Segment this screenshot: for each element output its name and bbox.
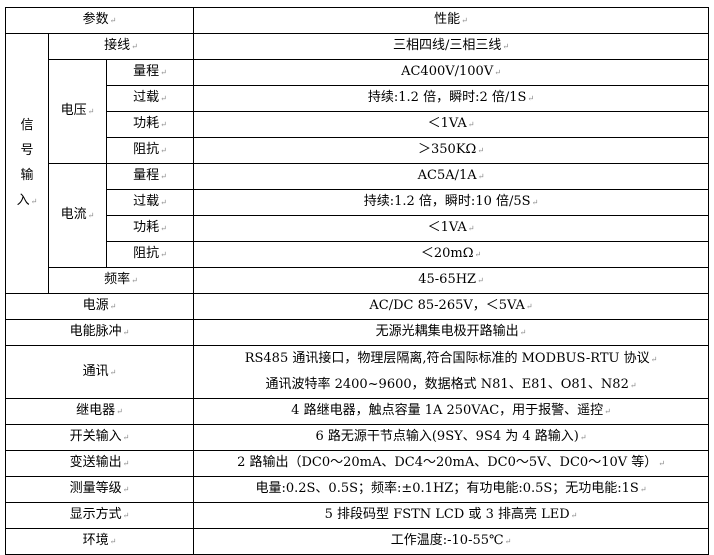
row-label: 通讯: [4, 345, 195, 399]
label-char: 信: [20, 118, 34, 133]
param-label: 量程: [105, 163, 195, 190]
row-value: 6 路无源干节点输入(9SY、9S4 为 4 路输入): [193, 424, 709, 451]
table-row: 电源 AC/DC 85-265V，＜5VA: [4, 293, 709, 320]
table-row: 通讯 RS485 通讯接口，物理层隔离,符合国际标准的 MODBUS-RTU 协…: [4, 345, 709, 399]
row-value-line: RS485 通讯接口，物理层隔离,符合国际标准的 MODBUS-RTU 协议: [194, 346, 708, 372]
param-value: ＜1VA: [193, 111, 709, 138]
wiring-label: 接线: [47, 33, 195, 60]
table-row: 电压 量程 AC400V/100V: [6, 59, 709, 164]
label-char: 入: [6, 188, 48, 214]
wiring-value: 三相四线/三相三线: [193, 33, 709, 60]
current-label: 电流: [48, 163, 107, 268]
table-row: 开关输入 6 路无源干节点输入(9SY、9S4 为 4 路输入): [4, 424, 709, 451]
table-row: 信 号 输 入 接线 三相四线/三相三线: [5, 33, 709, 294]
param-label: 阻抗: [105, 241, 195, 268]
param-label: 过载: [105, 85, 195, 112]
param-value: 持续:1.2 倍，瞬时:10 倍/5S: [193, 189, 709, 216]
param-value: ＞350KΩ: [193, 137, 709, 164]
table-row: 电能脉冲 无源光耦集电极开路输出: [4, 319, 709, 346]
table-row: 功耗 ＜1VA: [6, 215, 709, 242]
row-value: 2 路输出（DC0～20mA、DC4～20mA、DC0～5V、DC0～10V 等…: [193, 450, 709, 477]
param-label: 量程: [105, 59, 195, 86]
row-value: 工作温度:-10-55℃: [193, 528, 709, 555]
row-value: AC/DC 85-265V，＜5VA: [193, 293, 709, 320]
header-param: 参数: [4, 7, 195, 34]
table-row: 功耗 ＜1VA: [6, 111, 709, 138]
row-label: 电能脉冲: [4, 319, 195, 346]
row-label: 开关输入: [4, 424, 195, 451]
table-row: 继电器 4 路继电器，触点容量 1A 250VAC，用于报警、遥控: [4, 398, 709, 425]
spec-table: 参数 性能 信 号 输 入 接线 三相四线/三相三线 电压 量程 AC400V/…: [4, 7, 709, 555]
table-row: 电流 量程 AC5A/1A: [6, 163, 709, 268]
table-row: 显示方式 5 排段码型 FSTN LCD 或 3 排高亮 LED: [4, 502, 709, 529]
row-label: 电源: [4, 293, 195, 320]
param-value: ＜20mΩ: [193, 241, 709, 268]
row-label: 测量等级: [4, 476, 195, 503]
param-value: ＜1VA: [193, 215, 709, 242]
table-row: 环境 工作温度:-10-55℃: [4, 528, 709, 555]
param-label: 功耗: [105, 215, 195, 242]
table-row: 测量等级 电量:0.2S、0.5S；频率:±0.1HZ；有功电能:0.5S；无功…: [4, 476, 709, 503]
signal-input-label: 信 号 输 入: [5, 33, 49, 294]
label-char: 号: [20, 143, 34, 158]
header-row: 参数 性能: [4, 7, 709, 34]
table-row: 过载 持续:1.2 倍，瞬时:10 倍/5S: [6, 189, 709, 216]
row-value: 5 排段码型 FSTN LCD 或 3 排高亮 LED: [193, 502, 709, 529]
row-value: 4 路继电器，触点容量 1A 250VAC，用于报警、遥控: [193, 398, 709, 425]
header-perf: 性能: [193, 7, 709, 34]
row-label: 环境: [4, 528, 195, 555]
row-value: 无源光耦集电极开路输出: [193, 319, 709, 346]
param-label: 过载: [105, 189, 195, 216]
frequency-label: 频率: [47, 267, 195, 294]
param-label: 功耗: [105, 111, 195, 138]
param-label: 阻抗: [105, 137, 195, 164]
param-value: AC5A/1A: [193, 163, 709, 190]
label-char: 输: [20, 168, 34, 183]
row-label: 变送输出: [4, 450, 195, 477]
table-row: 变送输出 2 路输出（DC0～20mA、DC4～20mA、DC0～5V、DC0～…: [4, 450, 709, 477]
table-row: 阻抗 ＞350KΩ: [6, 137, 709, 164]
table-row: 过载 持续:1.2 倍，瞬时:2 倍/1S: [6, 85, 709, 112]
row-label: 继电器: [4, 398, 195, 425]
param-value: 持续:1.2 倍，瞬时:2 倍/1S: [193, 85, 709, 112]
row-value: 电量:0.2S、0.5S；频率:±0.1HZ；有功电能:0.5S；无功电能:1S: [193, 476, 709, 503]
row-label: 显示方式: [4, 502, 195, 529]
row-value-line: 通讯波特率 2400~9600，数据格式 N81、E81、O81、N82: [194, 372, 708, 398]
row-value-multiline: RS485 通讯接口，物理层隔离,符合国际标准的 MODBUS-RTU 协议 通…: [193, 345, 709, 399]
voltage-label: 电压: [48, 59, 107, 164]
param-value: AC400V/100V: [193, 59, 709, 86]
table-row: 阻抗 ＜20mΩ: [6, 241, 709, 268]
frequency-value: 45-65HZ: [193, 267, 709, 294]
table-row: 频率 45-65HZ: [6, 267, 709, 294]
